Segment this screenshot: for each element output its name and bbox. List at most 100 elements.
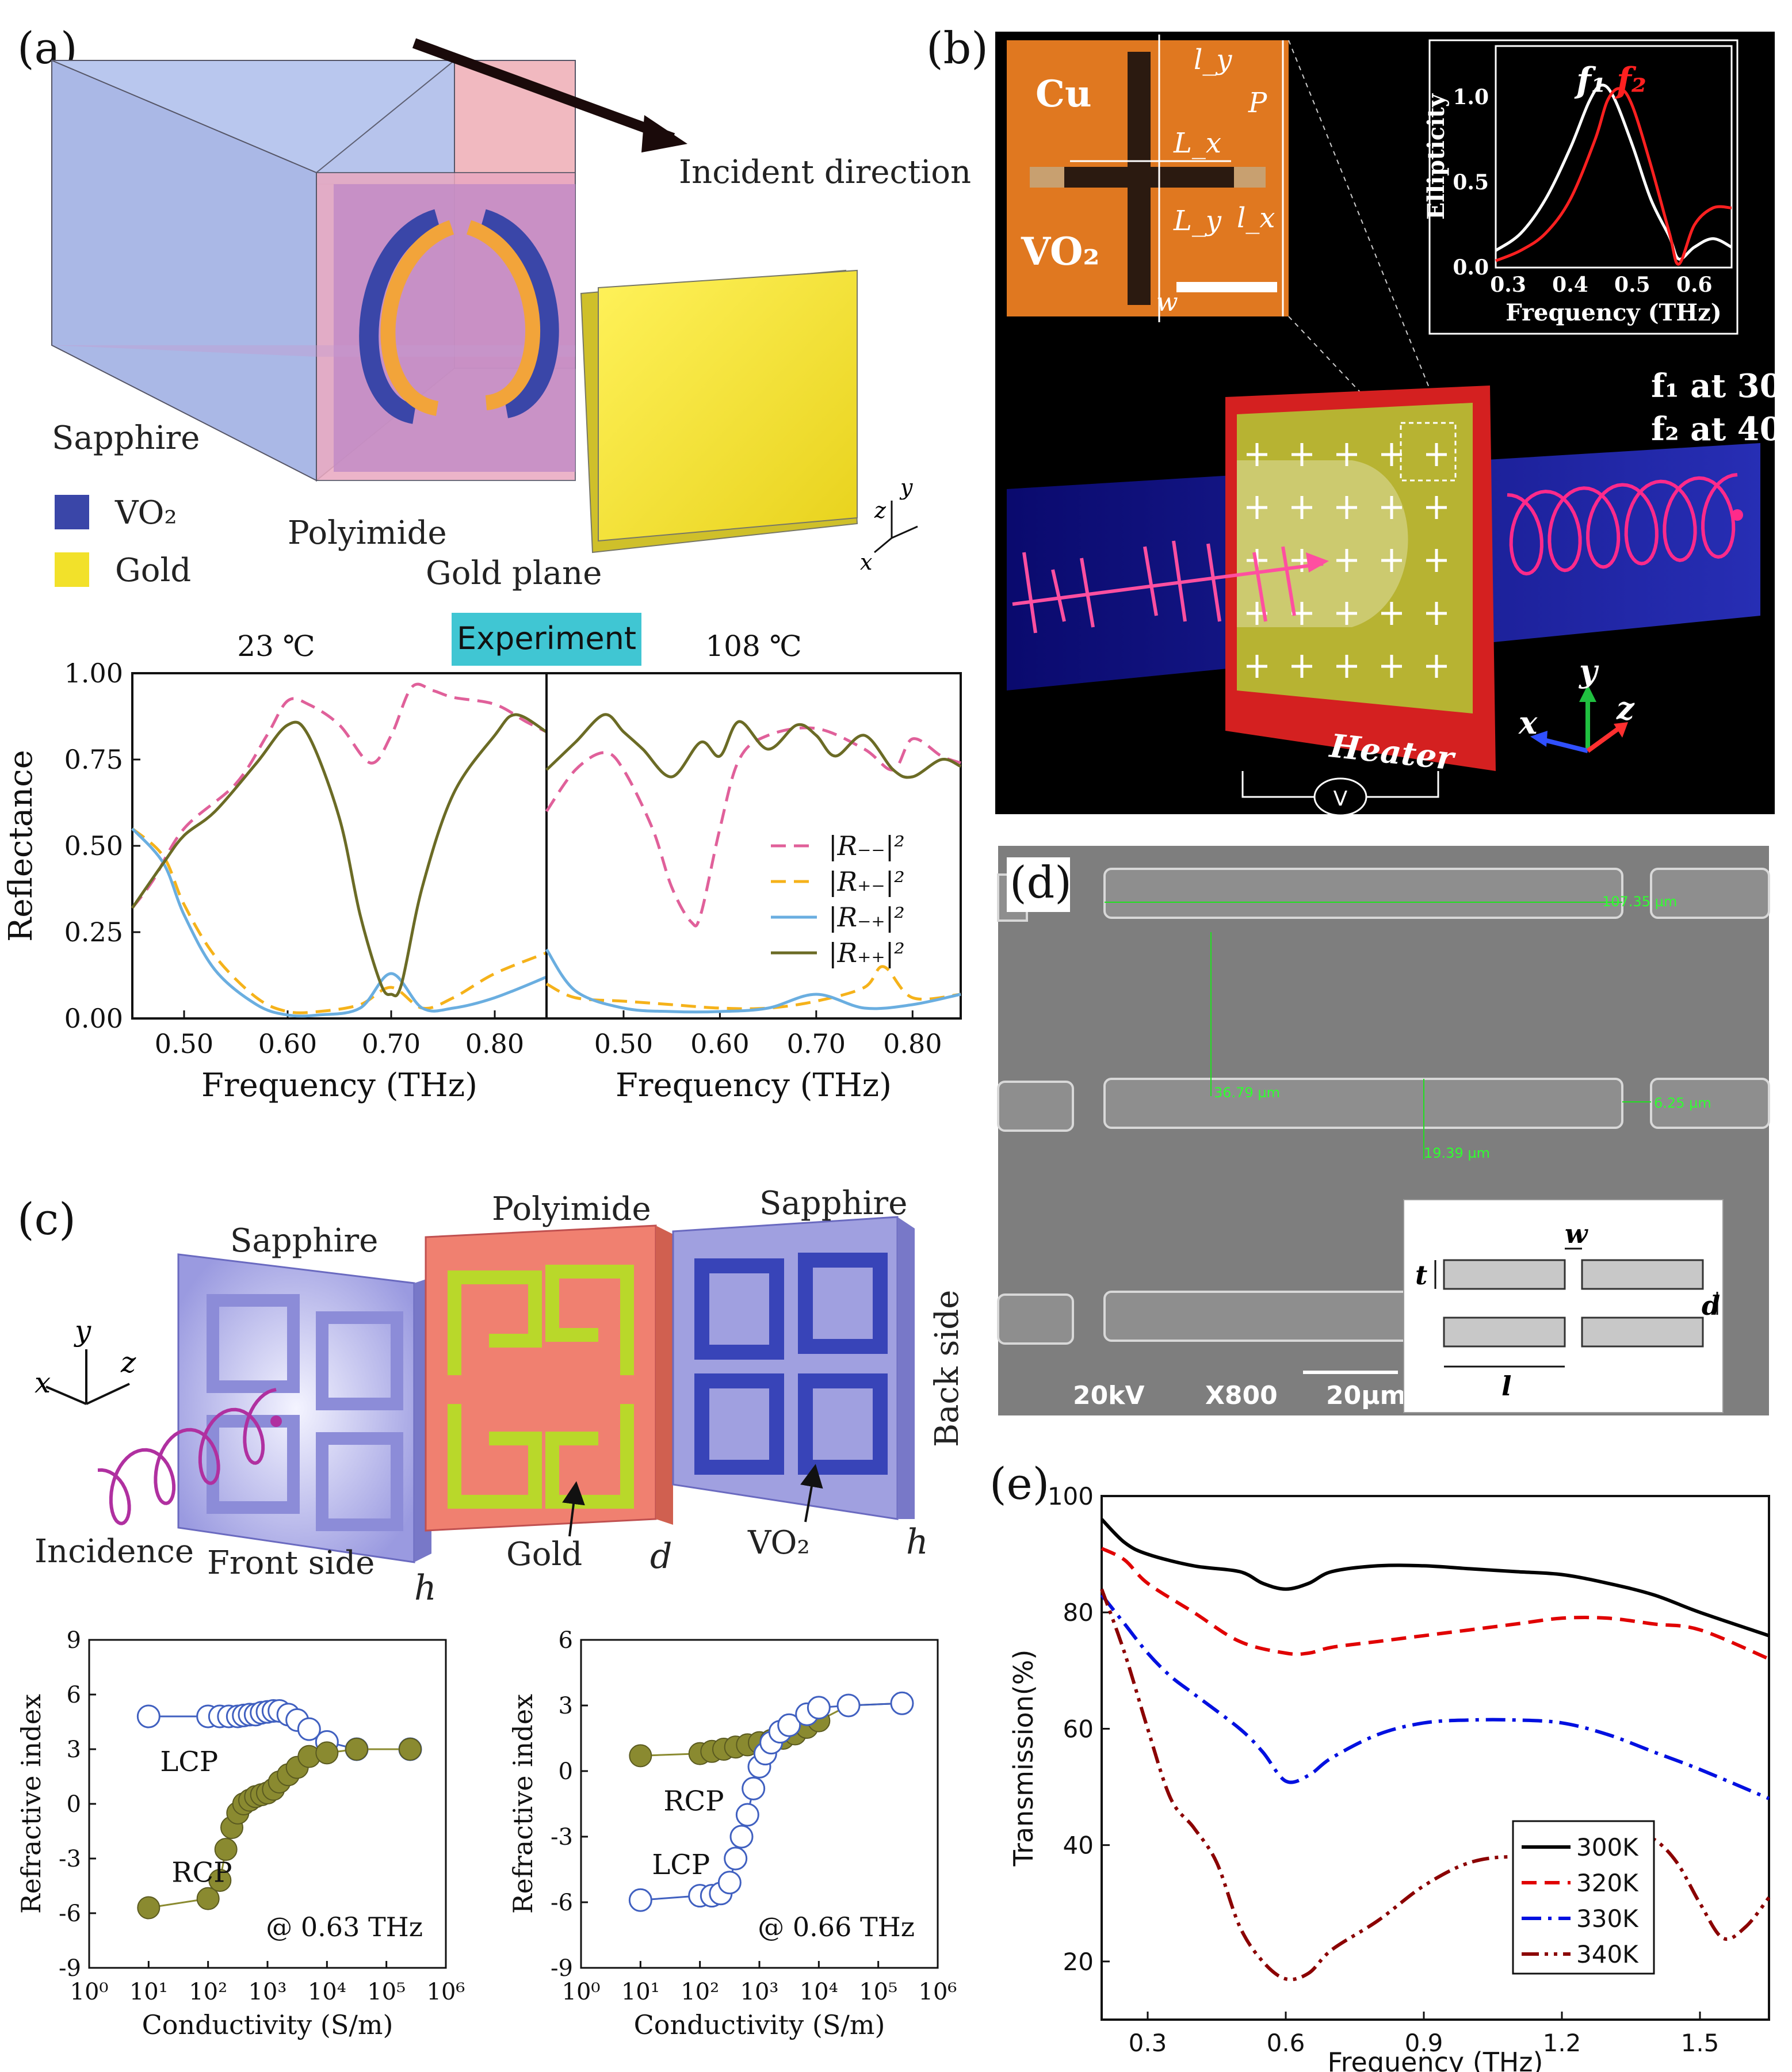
axis-x-label-b: x — [1518, 704, 1538, 741]
polyimide-label-c: Polyimide — [492, 1190, 651, 1228]
series-line — [545, 713, 962, 779]
y-tick-label: 0.0 — [1453, 255, 1489, 280]
cross-element — [1426, 496, 1447, 519]
x-tick-label: 0.60 — [690, 1028, 749, 1059]
series-line — [131, 682, 548, 909]
dim-w: w — [1156, 288, 1178, 317]
series-line — [1100, 1594, 1770, 1800]
cross-element — [1336, 443, 1357, 466]
axis-y-label: y — [899, 475, 913, 500]
sapphire-front-label: Sapphire — [230, 1222, 378, 1260]
x-tick-label: 1.2 — [1543, 2029, 1581, 2057]
axis-x-label-c: x — [35, 1366, 51, 1399]
cross-element — [1292, 496, 1312, 519]
inset-frame — [1428, 39, 1738, 335]
legend-label: 320K — [1576, 1869, 1639, 1897]
panel-b-label: (b) — [926, 22, 988, 74]
cross-element — [1426, 655, 1447, 678]
axis-z-label: z — [874, 498, 887, 523]
y-tick-label: 6 — [559, 1627, 573, 1654]
y-tick-label: 0.00 — [64, 1003, 123, 1034]
panel-c-label: (c) — [17, 1193, 76, 1245]
cu-label: Cu — [1036, 72, 1091, 116]
series-line — [1101, 1547, 1770, 1661]
data-point — [836, 1693, 861, 1718]
helix-path — [1507, 473, 1738, 576]
f1-temp-label: f₁ at 300K — [1651, 367, 1792, 405]
meas-19: 19.39 µm — [1424, 1145, 1490, 1161]
data-point — [297, 1717, 321, 1741]
sem-mag: X800 — [1205, 1381, 1278, 1410]
series-line — [545, 965, 961, 1010]
y-tick-label: 80 — [1063, 1598, 1094, 1627]
data-point — [717, 1871, 742, 1895]
y-tick-label: 9 — [67, 1627, 81, 1654]
chart-title: 23 ℃ — [237, 629, 315, 663]
axis-z-label-c: z — [120, 1346, 136, 1379]
axis-y-label-b: y — [1579, 652, 1599, 689]
sapphire-back-label: Sapphire — [759, 1185, 907, 1222]
axis-z-label-b: z — [1616, 690, 1635, 727]
y-tick-label: 40 — [1063, 1831, 1094, 1860]
series-label: LCP — [160, 1746, 218, 1778]
cross-element — [1336, 602, 1357, 625]
vo2-label-b: VO₂ — [1021, 229, 1099, 274]
incident-linear-wave — [1012, 540, 1324, 634]
series-line — [1495, 83, 1733, 261]
x-tick-label: 10³ — [740, 1979, 779, 2005]
sem-inset — [1403, 1199, 1724, 1413]
panel-c-axes-triad — [45, 1349, 130, 1405]
f1-label: f₁ — [1574, 60, 1606, 101]
helix-arrowhead — [270, 1415, 282, 1427]
dim-Ly: L_y — [1173, 205, 1222, 237]
y-tick-label: 0.5 — [1453, 170, 1489, 194]
legend-label: |R₊₋|² — [828, 866, 905, 897]
refractive-index-chart-063: 10⁰ 10¹ 10² 10³ 10⁴ 10⁵ 10⁶ -9 -6 -3 0 3 6 9 Conductiv… — [16, 1627, 465, 2040]
data-point — [890, 1691, 914, 1715]
cross-element — [1426, 602, 1447, 625]
plot-frame — [1101, 1495, 1770, 2021]
y-axis-label: Reflectance — [2, 750, 40, 942]
x-axis-label: Conductivity (S/m) — [634, 2009, 885, 2040]
incident-direction-label: Incident direction — [679, 154, 971, 191]
helix-arrowhead — [1732, 509, 1743, 521]
x-tick-label: 0.3 — [1490, 273, 1526, 297]
data-point — [777, 1713, 801, 1737]
legend-label: |R₋₋|² — [828, 830, 905, 861]
x-tick-label: 0.5 — [1614, 273, 1650, 297]
dim-P: P — [1248, 87, 1267, 119]
inset-l: l — [1501, 1371, 1511, 1402]
data-point — [735, 1803, 759, 1827]
x-tick-label: 0.60 — [258, 1028, 317, 1059]
y-tick-label: -6 — [59, 1901, 81, 1927]
y-tick-label: -9 — [59, 1955, 81, 1982]
cross-element — [1292, 443, 1312, 466]
gold-label-c: Gold — [506, 1536, 582, 1573]
data-point — [315, 1741, 339, 1765]
legend-label: 330K — [1576, 1905, 1639, 1933]
y-tick-label: 100 — [1048, 1482, 1094, 1510]
x-tick-label: 0.50 — [155, 1028, 213, 1059]
y-axis-label: Transmission(%) — [1008, 1650, 1039, 1867]
panel-a-axes-triad: y z x — [860, 475, 918, 575]
series-line — [131, 713, 548, 998]
f2-label: f₂ — [1614, 60, 1646, 101]
x-tick-label: 10¹ — [621, 1979, 660, 2005]
plot-frame — [545, 672, 962, 1020]
cross-element — [1381, 496, 1402, 519]
series-line — [1100, 1518, 1770, 1638]
y-tick-label: 1.00 — [64, 658, 123, 689]
h1-label: h — [414, 1568, 437, 1608]
ellipticity-inset-chart: 0.3 0.4 0.5 0.6 0.0 0.5 1.0 Frequency (THz) Elli… — [1423, 39, 1738, 335]
reflectance-chart-23c: 0.50 0.60 0.70 0.80 0.00 0.25 0.50 0.75 1.00 Refl… — [2, 629, 548, 1104]
x-tick-label: 0.3 — [1129, 2029, 1167, 2057]
voltage-label: V — [1334, 787, 1348, 811]
x-tick-label: 10³ — [249, 1979, 287, 2005]
plot-frame — [131, 672, 548, 1020]
y-tick-label: 0 — [67, 1791, 81, 1818]
data-point — [807, 1696, 831, 1720]
meas-107: 107.35 µm — [1602, 894, 1677, 910]
panel-b: (b) Cu VO₂ l_y L_x L_y l_x P w 0.3 0.4 0.5… — [926, 22, 1792, 816]
x-tick-label: 10⁵ — [367, 1979, 406, 2005]
x-axis-label: Conductivity (S/m) — [142, 2009, 393, 2040]
